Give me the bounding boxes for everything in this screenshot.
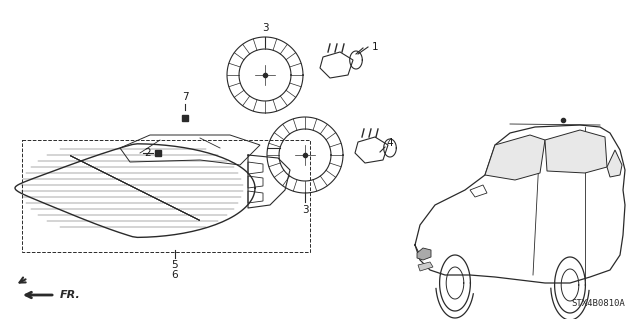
Bar [22, 140, 310, 252]
Polygon shape [417, 248, 431, 260]
Text: 6: 6 [172, 270, 179, 280]
Text: 3: 3 [262, 23, 268, 33]
Polygon shape [545, 130, 607, 173]
Text: 3: 3 [301, 205, 308, 215]
Polygon shape [607, 150, 622, 177]
Text: STX4B0810A: STX4B0810A [572, 299, 625, 308]
Text: FR.: FR. [60, 290, 81, 300]
Polygon shape [485, 135, 545, 180]
Text: 1: 1 [372, 42, 378, 52]
Text: 2: 2 [145, 148, 151, 158]
Text: 7: 7 [182, 92, 188, 102]
Text: 5: 5 [172, 260, 179, 270]
Text: 4: 4 [387, 138, 394, 148]
Polygon shape [418, 262, 433, 271]
